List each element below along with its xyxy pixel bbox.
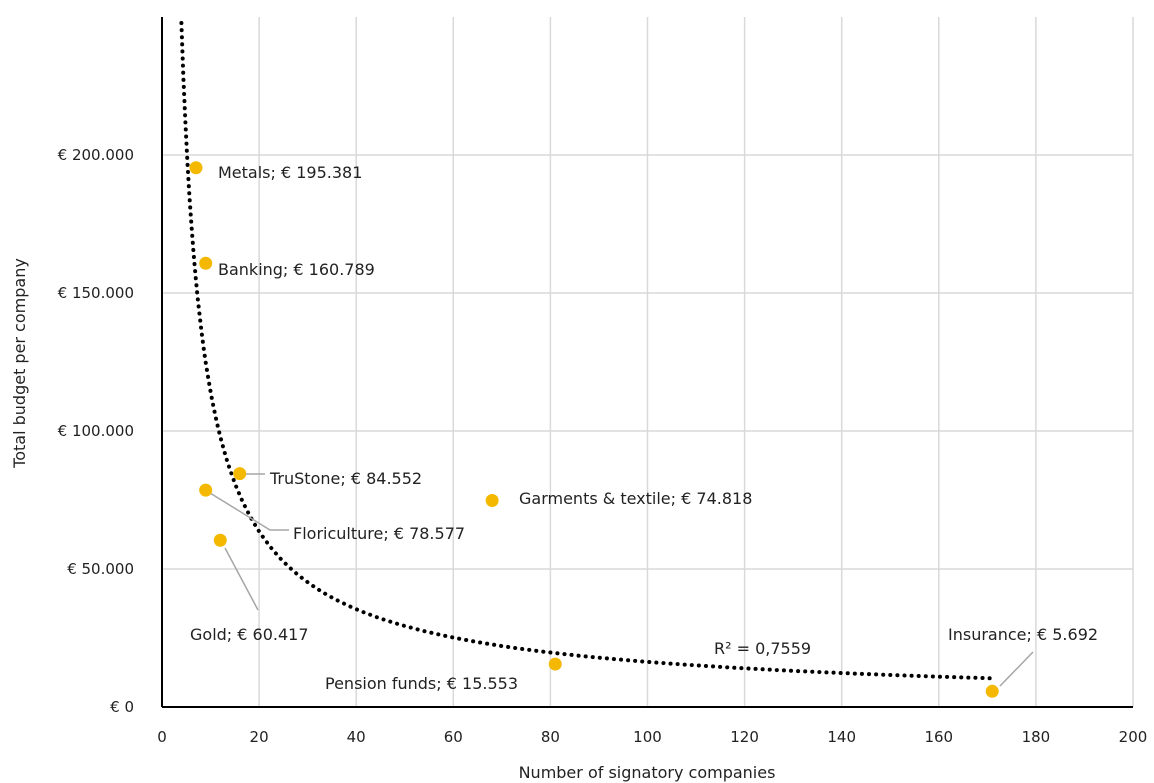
leader-line [999, 651, 1034, 687]
x-tick-label: 180 [1022, 728, 1051, 746]
x-tick-label: 20 [250, 728, 269, 746]
leader-line [209, 492, 289, 531]
y-tick-label: € 100.000 [58, 422, 134, 440]
data-point-metals [189, 161, 203, 175]
x-tick-label: 100 [633, 728, 662, 746]
data-point-garments-textile [485, 494, 499, 508]
axes [161, 17, 1133, 708]
x-tick-label: 80 [541, 728, 560, 746]
x-tick-label: 140 [827, 728, 856, 746]
x-tick-label: 60 [444, 728, 463, 746]
data-label: Pension funds; € 15.553 [325, 674, 518, 693]
data-label: Floriculture; € 78.577 [293, 524, 465, 543]
data-point-banking [199, 256, 213, 270]
data-point-pension-funds [548, 657, 562, 671]
data-label: Garments & textile; € 74.818 [519, 489, 752, 508]
data-label: Insurance; € 5.692 [948, 625, 1098, 644]
leader-lines [209, 473, 1034, 687]
data-label: Banking; € 160.789 [218, 260, 375, 279]
data-labels: Metals; € 195.381 Banking; € 160.789 TruSt… [190, 163, 1098, 693]
leader-line [224, 547, 259, 611]
data-label: TruStone; € 84.552 [269, 469, 422, 488]
x-tick-label: 0 [157, 728, 167, 746]
y-tick-label: € 0 [110, 698, 134, 716]
x-tick-label: 160 [924, 728, 953, 746]
x-tick-label: 120 [730, 728, 759, 746]
x-axis-title: Number of signatory companies [519, 763, 776, 782]
gridlines [162, 17, 1134, 707]
y-tick-label: € 50.000 [67, 560, 134, 578]
trendline-layer [179, 21, 995, 681]
x-tick-label: 40 [347, 728, 366, 746]
x-tick-label: 200 [1119, 728, 1148, 746]
data-label: Metals; € 195.381 [218, 163, 362, 182]
data-point-trustone [233, 467, 247, 481]
data-point-gold [213, 533, 227, 547]
power-trendline [179, 21, 995, 681]
tick-labels: 0 20 40 60 80 100 120 140 160 180 200 € 0 € 50.000 € … [58, 146, 1148, 746]
y-tick-label: € 150.000 [58, 284, 134, 302]
data-points [189, 161, 999, 698]
data-point-floriculture [199, 483, 213, 497]
data-label: Gold; € 60.417 [190, 625, 309, 644]
data-point-insurance [985, 684, 999, 698]
y-axis-title: Total budget per company [10, 258, 29, 469]
y-tick-label: € 200.000 [58, 146, 134, 164]
r-squared-label: R² = 0,7559 [714, 639, 811, 658]
